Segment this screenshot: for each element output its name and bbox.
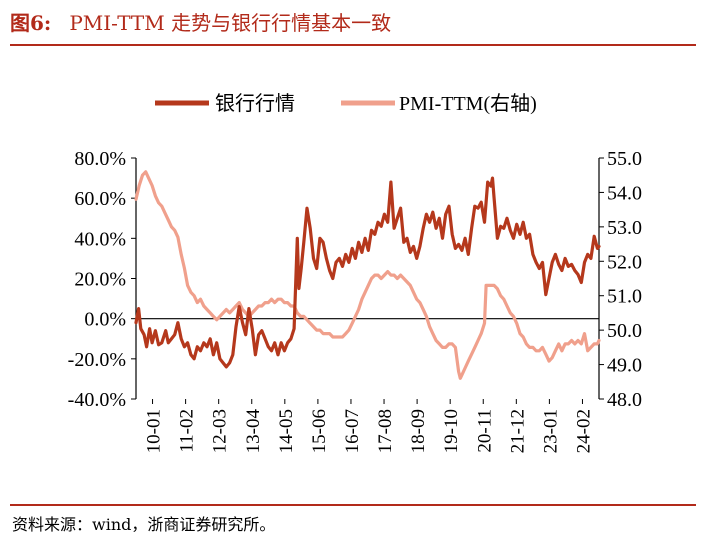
x-tick-label: 15-06 <box>309 409 330 453</box>
y-left-tick-label: 40.0% <box>74 228 126 250</box>
x-tick-label: 21-12 <box>507 409 528 453</box>
y-right-tick-label: 52.0 <box>607 251 642 273</box>
legend-label-bank: 银行行情 <box>215 92 295 115</box>
y-left-tick-label: 0.0% <box>84 309 126 331</box>
y-right-tick-label: 50.0 <box>607 320 642 342</box>
x-tick-label: 23-01 <box>540 409 561 453</box>
legend: 银行行情 PMI-TTM(右轴) <box>155 92 537 115</box>
y-left-tick-label: 20.0% <box>74 269 126 291</box>
x-tick-label: 16-07 <box>342 409 363 453</box>
x-tick-label: 12-03 <box>210 409 231 453</box>
y-right-tick-label: 51.0 <box>607 286 642 308</box>
y-left-tick-label: 60.0% <box>74 188 126 210</box>
top-rule <box>10 44 696 46</box>
y-right-tick-label: 53.0 <box>607 217 642 239</box>
x-tick-label: 17-08 <box>375 409 396 453</box>
series-line-bank <box>134 176 601 369</box>
figure-title-text: PMI-TTM 走势与银行行情基本一致 <box>69 11 392 35</box>
x-tick-label: 24-02 <box>573 409 594 453</box>
y-left-tick-label: 80.0% <box>74 148 126 170</box>
figure-number: 图6: <box>10 11 52 35</box>
x-tick-label: 10-01 <box>144 409 165 453</box>
axes: -40.0% -20.0% 0.0% 20.0% 40.0% 60.0% 80.0% 48.0… <box>68 148 642 453</box>
x-tick-label: 19-10 <box>441 409 462 453</box>
y-right-tick-label: 49.0 <box>607 355 642 377</box>
series-line-pmi <box>134 170 601 380</box>
figure-title: 图6: PMI-TTM 走势与银行行情基本一致 <box>10 8 391 38</box>
legend-label-pmi: PMI-TTM(右轴) <box>399 92 537 115</box>
x-tick-label: 18-09 <box>408 409 429 453</box>
bottom-rule <box>10 504 696 506</box>
x-tick-label: 11-02 <box>177 409 198 453</box>
x-tick-label: 20-11 <box>474 409 495 453</box>
y-right-tick-label: 55.0 <box>607 148 642 170</box>
y-left-tick-label: -20.0% <box>68 349 126 371</box>
y-right-tick-label: 54.0 <box>607 182 642 204</box>
chart: 银行行情 PMI-TTM(右轴) -40.0% -20.0% 0.0% 20.0% 40… <box>68 92 642 453</box>
series-lines <box>134 170 601 380</box>
x-tick-label: 14-05 <box>276 409 297 453</box>
x-tick-label: 13-04 <box>243 409 264 454</box>
y-left-tick-label: -40.0% <box>68 389 126 411</box>
y-right-tick-label: 48.0 <box>607 389 642 411</box>
source-note: 资料来源：wind，浙商证券研究所。 <box>12 515 276 534</box>
